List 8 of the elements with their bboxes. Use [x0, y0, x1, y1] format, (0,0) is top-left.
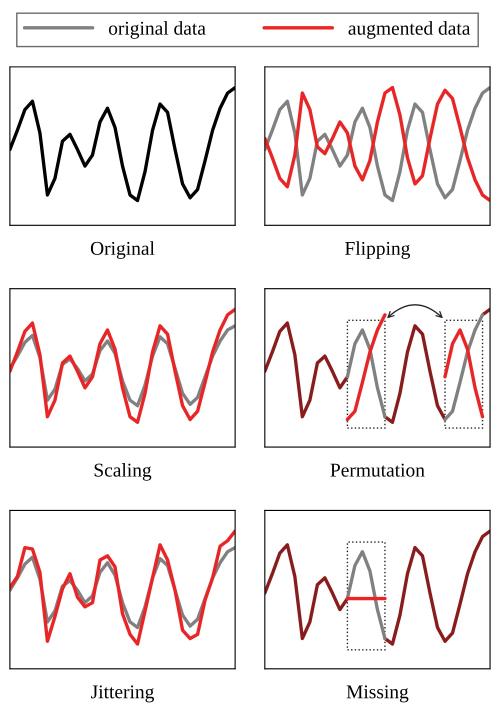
x-axis-title: Original [90, 241, 155, 259]
legend-label: augmented data [348, 21, 470, 39]
legend-label: original data [108, 21, 206, 39]
x-axis-title: Missing [346, 685, 408, 702]
x-axis-title: Permutation [330, 464, 425, 477]
x-axis-title: Scaling [94, 463, 152, 481]
x-axis-title: Flipping [345, 241, 410, 259]
x-axis-title: Jittering [91, 685, 154, 702]
